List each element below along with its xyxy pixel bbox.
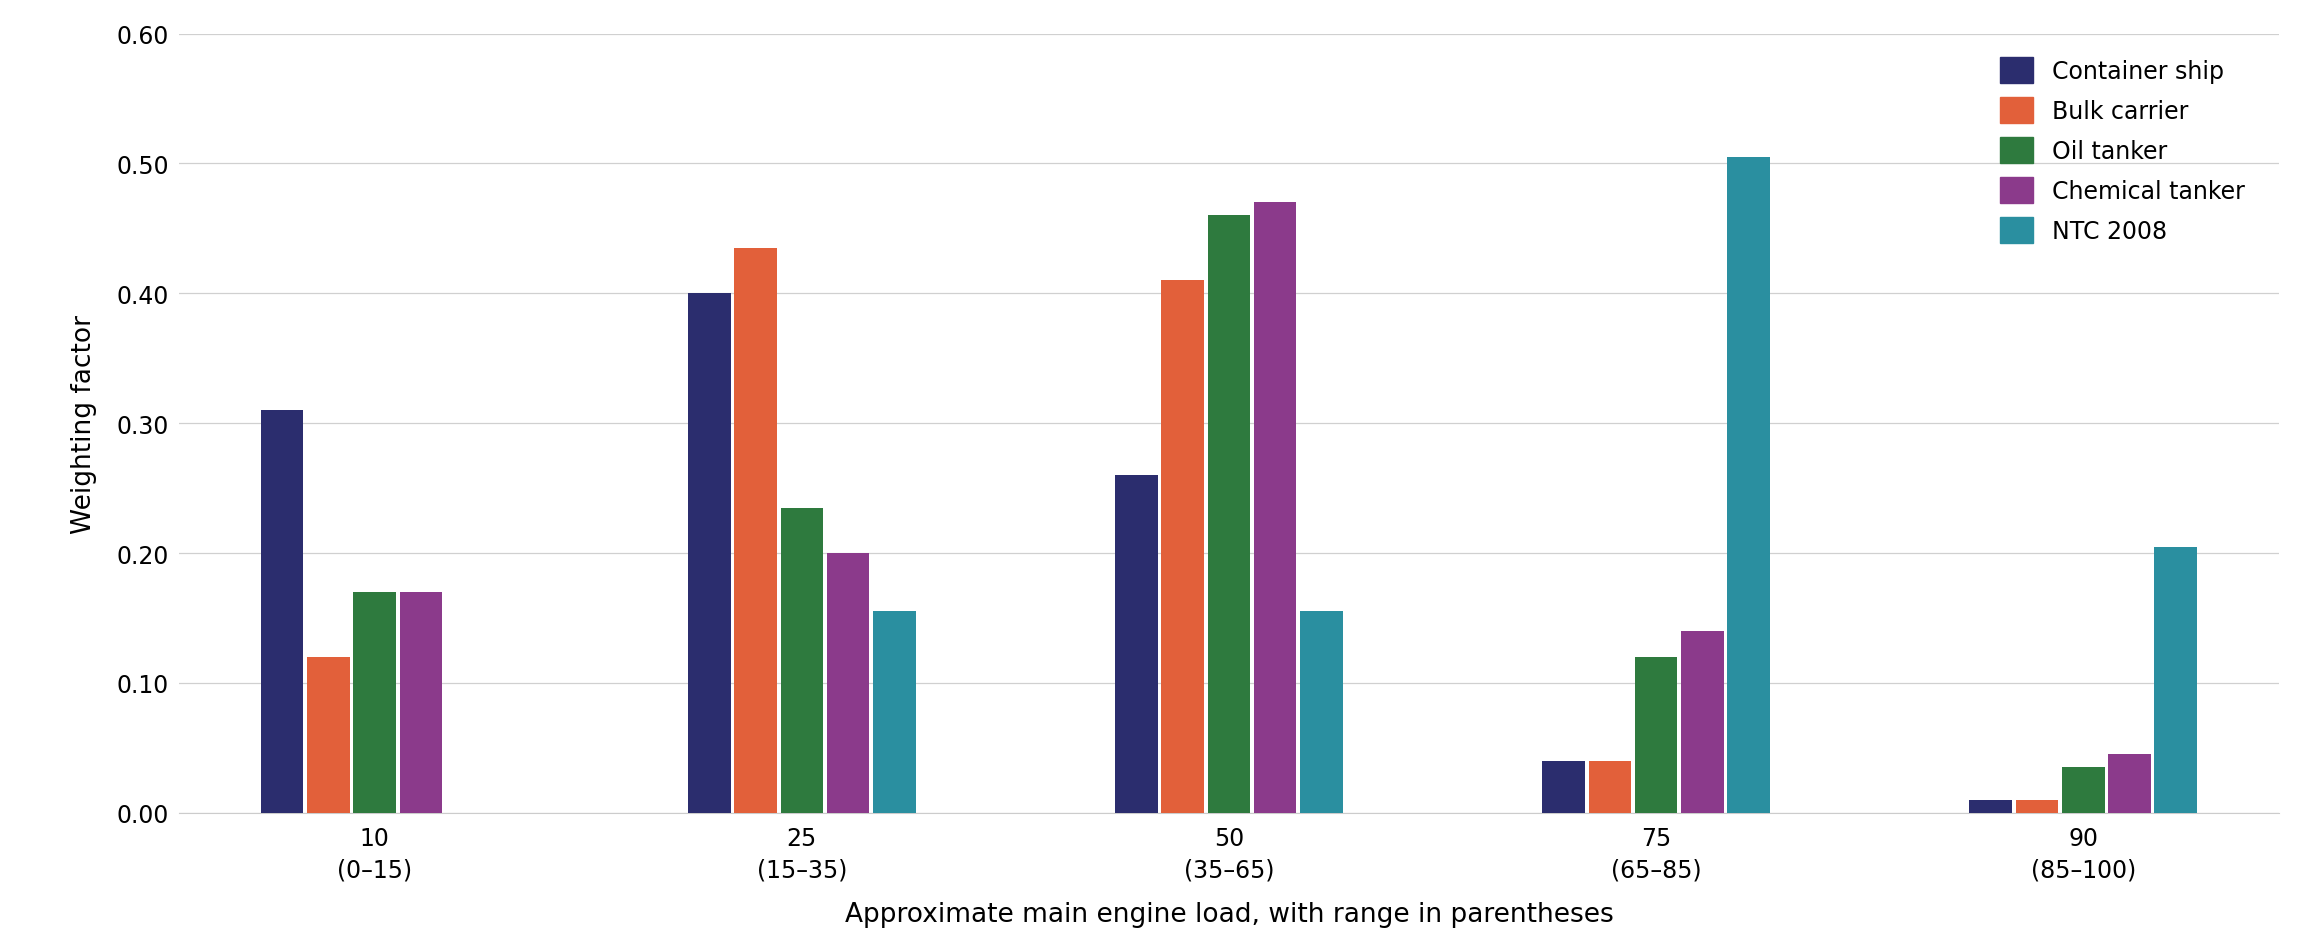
Bar xyxy=(2108,755,2152,813)
Bar xyxy=(1207,216,1251,813)
Bar xyxy=(2062,767,2104,813)
Bar xyxy=(353,592,396,813)
Bar xyxy=(399,592,442,813)
Bar xyxy=(306,657,350,813)
Bar xyxy=(1299,612,1343,813)
Bar xyxy=(1970,800,2011,813)
Bar xyxy=(1161,281,1205,813)
Bar xyxy=(2154,547,2198,813)
Bar xyxy=(689,294,730,813)
Y-axis label: Weighting factor: Weighting factor xyxy=(71,314,97,533)
Bar xyxy=(873,612,915,813)
Bar xyxy=(735,248,776,813)
Legend: Container ship, Bulk carrier, Oil tanker, Chemical tanker, NTC 2008: Container ship, Bulk carrier, Oil tanker… xyxy=(1988,47,2256,255)
Bar xyxy=(1253,203,1297,813)
Bar xyxy=(1636,657,1677,813)
Bar xyxy=(1115,476,1157,813)
Bar xyxy=(1682,631,1723,813)
Bar xyxy=(1728,158,1769,813)
Bar xyxy=(260,410,304,813)
X-axis label: Approximate main engine load, with range in parentheses: Approximate main engine load, with range… xyxy=(846,901,1613,927)
Bar xyxy=(827,553,869,813)
Bar xyxy=(1587,761,1631,813)
Bar xyxy=(1541,761,1585,813)
Bar xyxy=(781,508,823,813)
Bar xyxy=(2016,800,2057,813)
